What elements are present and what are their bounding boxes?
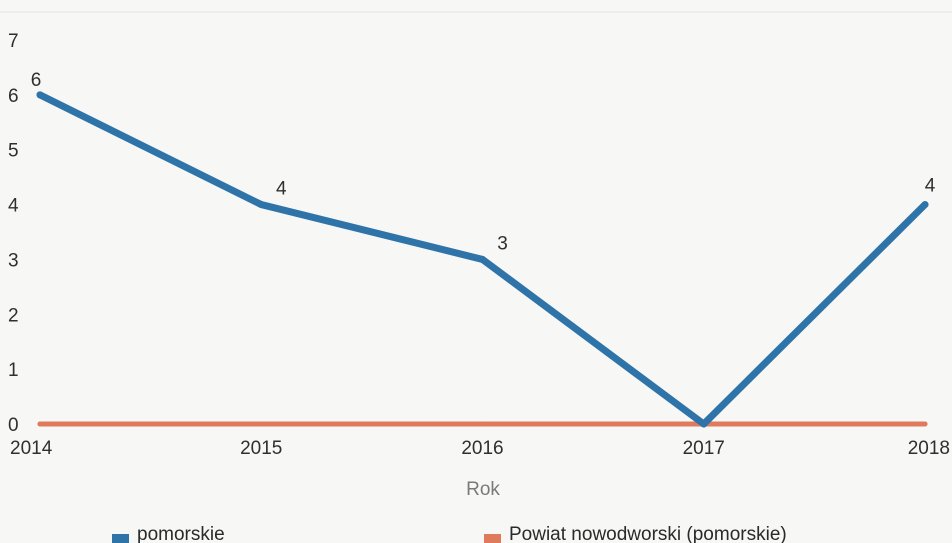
data-point [257, 201, 265, 209]
data-point [36, 91, 44, 99]
data-point [700, 420, 708, 428]
data-label: 6 [31, 70, 42, 91]
data-label: 4 [276, 179, 287, 200]
x-tick-label: 2018 [908, 438, 950, 459]
y-tick-label: 6 [8, 86, 19, 107]
y-tick-label: 5 [8, 141, 19, 162]
data-point [921, 201, 929, 209]
y-tick-label: 1 [8, 360, 19, 381]
series-lines [36, 91, 929, 428]
x-tick-label: 2016 [461, 438, 503, 459]
data-point [922, 421, 928, 427]
legend: pomorskie Powiat nowodworski (pomorskie) [112, 524, 787, 543]
y-tick-label: 7 [8, 31, 19, 52]
y-tick-label: 2 [8, 305, 19, 326]
data-point [258, 421, 264, 427]
x-axis-ticks: 2014 2015 2016 2017 2018 [10, 438, 950, 459]
legend-label: pomorskie [137, 524, 225, 543]
data-point [479, 255, 486, 263]
data-point [480, 421, 485, 427]
legend-swatch [484, 534, 501, 543]
legend-swatch [112, 534, 129, 543]
data-label: 3 [497, 233, 508, 254]
legend-label: Powiat nowodworski (pomorskie) [509, 524, 787, 543]
x-tick-label: 2017 [683, 438, 725, 459]
x-axis-title: Rok [466, 479, 500, 500]
y-tick-label: 3 [8, 250, 19, 271]
data-labels: 6 4 3 4 [31, 70, 936, 255]
y-tick-label: 4 [8, 196, 19, 217]
y-axis-ticks: 0 1 2 3 4 5 6 7 [8, 31, 19, 436]
data-label: 4 [925, 176, 936, 197]
x-tick-label: 2014 [10, 438, 53, 459]
data-point [37, 421, 43, 427]
y-tick-label: 0 [8, 415, 19, 436]
x-tick-label: 2015 [240, 438, 282, 459]
